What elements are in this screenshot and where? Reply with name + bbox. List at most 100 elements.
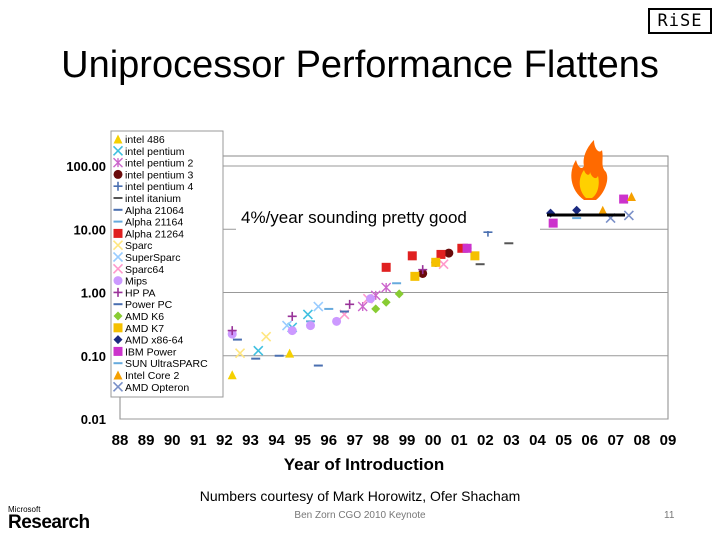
legend-label: AMD K7 bbox=[125, 323, 164, 335]
data-point bbox=[457, 243, 467, 253]
legend-label: Sparc64 bbox=[125, 264, 164, 276]
x-tick-label: 00 bbox=[425, 432, 442, 449]
flame-icon bbox=[571, 140, 608, 200]
x-tick-label: 01 bbox=[451, 432, 468, 449]
rise-logo: RiSE bbox=[648, 8, 712, 34]
series-intel-pentium-2 bbox=[357, 282, 392, 312]
data-point bbox=[366, 294, 376, 304]
legend-marker bbox=[113, 323, 123, 333]
legend-marker bbox=[113, 346, 123, 356]
legend-label: IBM Power bbox=[125, 346, 177, 358]
legend-marker bbox=[112, 263, 124, 274]
credit-text: Numbers courtesy of Mark Horowitz, Ofer … bbox=[199, 488, 521, 504]
x-tick-label: 88 bbox=[112, 432, 129, 449]
series-amd-k7 bbox=[410, 251, 480, 281]
x-tick-label: 99 bbox=[399, 432, 416, 449]
data-point bbox=[287, 326, 297, 336]
series-alpha-21064 bbox=[232, 338, 261, 360]
x-axis-label: Year of Introduction bbox=[284, 455, 445, 474]
data-point bbox=[381, 297, 391, 307]
x-tick-label: 97 bbox=[347, 432, 364, 449]
data-point bbox=[548, 218, 558, 228]
x-tick-label: 96 bbox=[320, 432, 337, 449]
series-alpha-21164 bbox=[305, 307, 334, 323]
x-tick-label: 06 bbox=[581, 432, 598, 449]
microsoft-wordmark: Microsoft bbox=[8, 505, 41, 514]
performance-chart: 0.01 0.10 1.00 10.00 100.00 88 89 90 91 92 93 94 95 9… bbox=[66, 130, 676, 474]
x-tick-label: 03 bbox=[503, 432, 520, 449]
series-hp-pa bbox=[227, 265, 428, 336]
legend-marker bbox=[113, 228, 123, 238]
x-tick-label: 95 bbox=[294, 432, 311, 449]
data-point bbox=[332, 316, 342, 326]
legend-label: AMD K6 bbox=[125, 311, 164, 323]
series-intel-itanium bbox=[475, 242, 514, 266]
legend-marker bbox=[112, 381, 124, 392]
y-tick-label: 0.10 bbox=[81, 349, 106, 364]
data-point bbox=[438, 259, 449, 270]
series-amd-opteron bbox=[605, 210, 634, 224]
legend-label: Mips bbox=[125, 276, 147, 288]
series-mips bbox=[227, 294, 376, 339]
data-point bbox=[407, 251, 417, 261]
x-tick-label: 92 bbox=[216, 432, 233, 449]
data-point bbox=[572, 205, 582, 215]
data-point bbox=[410, 271, 420, 281]
legend-label: Alpha 21064 bbox=[125, 205, 184, 217]
legend-label: Alpha 21264 bbox=[125, 228, 184, 240]
data-point bbox=[313, 301, 324, 312]
x-tick-label: 07 bbox=[607, 432, 624, 449]
x-tick-label: 90 bbox=[164, 432, 181, 449]
series-intel-core-2 bbox=[598, 191, 636, 215]
series-sparc bbox=[234, 331, 272, 359]
legend-box bbox=[110, 130, 224, 398]
legend-label: intel 486 bbox=[125, 134, 165, 146]
y-tick-label: 10.00 bbox=[73, 222, 106, 237]
annotation-layer: 4%/year sounding pretty good bbox=[236, 201, 625, 231]
legend-label: SuperSparc bbox=[125, 252, 180, 264]
data-point bbox=[436, 249, 446, 259]
legend-label: intel pentium bbox=[125, 146, 185, 158]
legend-marker bbox=[113, 335, 123, 345]
page-number: 11 bbox=[664, 510, 675, 521]
y-tick-label: 100.00 bbox=[66, 159, 106, 174]
legend-marker bbox=[113, 169, 123, 179]
x-tick-label: 89 bbox=[138, 432, 155, 449]
footer-center: Ben Zorn CGO 2010 Keynote bbox=[294, 510, 426, 521]
legend-marker bbox=[113, 157, 123, 168]
data-point bbox=[462, 243, 472, 253]
data-point bbox=[261, 331, 272, 342]
legend-marker bbox=[112, 251, 124, 263]
legend-marker bbox=[113, 276, 123, 286]
data-point bbox=[598, 205, 608, 215]
legend-marker bbox=[113, 134, 123, 144]
series-alpha-21264 bbox=[381, 243, 467, 272]
slide-title: Uniprocessor Performance Flattens bbox=[61, 44, 659, 86]
legend-marker bbox=[113, 311, 123, 321]
x-tick-label: 08 bbox=[634, 432, 651, 449]
data-point bbox=[234, 348, 246, 359]
legend-label: intel pentium 3 bbox=[125, 169, 193, 181]
annotation-bg bbox=[236, 201, 540, 231]
data-point bbox=[470, 251, 480, 261]
legend-marker bbox=[113, 287, 123, 297]
x-tick-label: 98 bbox=[373, 432, 390, 449]
legend-marker bbox=[112, 145, 124, 156]
legend-label: Power PC bbox=[125, 299, 173, 311]
y-tick-label: 0.01 bbox=[81, 412, 106, 427]
data-point bbox=[381, 282, 392, 293]
legend-marker bbox=[112, 240, 124, 251]
x-tick-label: 09 bbox=[660, 432, 677, 449]
data-point bbox=[302, 309, 313, 320]
data-point bbox=[418, 265, 428, 275]
data-point bbox=[305, 321, 315, 331]
y-tick-label: 1.00 bbox=[81, 286, 106, 301]
data-point bbox=[285, 348, 295, 358]
legend-label: Alpha 21164 bbox=[125, 217, 183, 229]
data-point bbox=[394, 289, 404, 299]
data-point bbox=[227, 370, 237, 380]
series-amd-k6 bbox=[371, 289, 404, 314]
data-point bbox=[287, 311, 297, 321]
axis-layer: 0.01 0.10 1.00 10.00 100.00 88 89 90 91 92 93 94 95 9… bbox=[66, 159, 676, 474]
